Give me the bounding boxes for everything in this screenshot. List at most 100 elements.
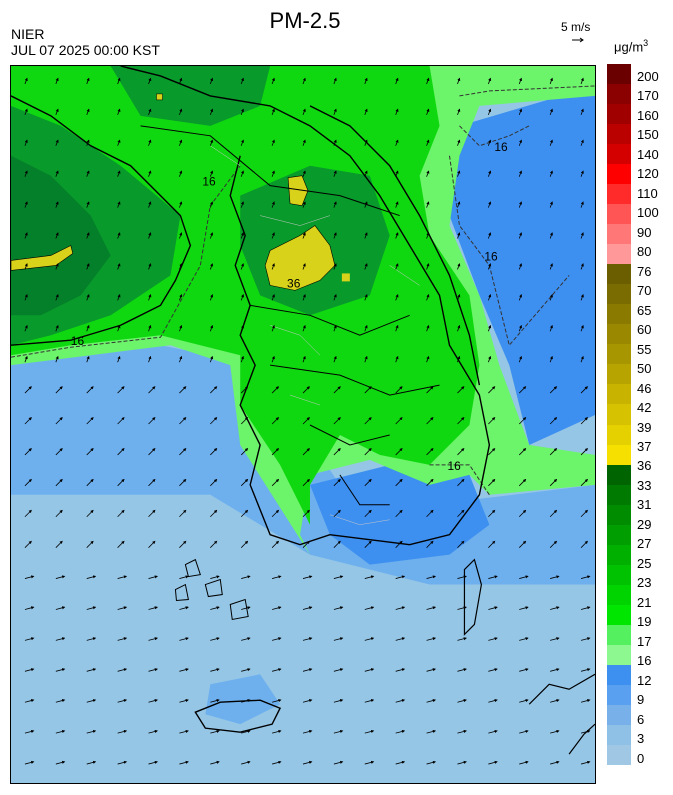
wind-arrow [209,170,214,177]
wind-arrow [272,637,282,641]
wind-arrow [302,170,306,177]
wind-arrow [395,760,406,765]
wind-arrow [148,509,156,518]
wind-arrow [55,355,59,363]
wind-arrow [518,509,527,518]
wind-arrow [426,324,430,332]
wind-arrow [117,108,121,116]
wind-arrow [395,170,399,177]
wind-arrow [364,108,368,116]
wind-arrow [364,606,375,610]
wind-arrow [302,478,310,487]
wind-arrow [457,417,465,425]
legend-label: 29 [637,516,652,532]
wind-arrow [395,637,406,641]
wind-arrow [518,139,523,146]
green-deeper-area [11,155,111,316]
wind-arrow [395,447,403,456]
wind-arrow [179,478,187,487]
legend-swatch [607,444,631,466]
wind-arrow [580,232,584,239]
wind-arrow [271,294,275,301]
wind-arrow [426,699,437,703]
wind-arrow [55,139,59,146]
legend-label: 36 [637,458,652,474]
wind-arrow [55,575,66,579]
legend-swatch [607,384,631,405]
wind-arrow [457,355,461,363]
wind-arrow [457,77,461,85]
wind-arrow [179,699,189,703]
wind-arrow [487,170,492,177]
wind-arrow [86,108,90,116]
wind-arrow [302,386,310,394]
wind-arrow [179,386,187,394]
wind-arrow [580,324,584,332]
wind-arrow [148,540,156,548]
wind-arrow [457,637,467,641]
wind-arrow [549,355,553,363]
wind-arrow [117,447,125,456]
wind-arrow [333,201,337,208]
south-sea-band [309,464,490,565]
wind-arrow [24,760,35,765]
wind-arrow [580,139,584,146]
wind-arrow [86,575,97,579]
wind-arrow [240,509,249,518]
pm25-map: 16 16 16 16 16 36 [10,65,596,784]
legend-swatch [607,284,631,305]
wind-arrow [580,540,588,548]
wind-reference-arrow-icon [572,37,584,43]
wind-arrow [518,540,527,548]
wind-arrow [179,232,183,239]
wind-arrow [302,324,306,332]
wind-arrow [24,201,28,208]
wind-arrow [333,509,341,518]
wind-arrow [395,355,399,363]
legend-swatch [607,464,631,486]
legend-swatch [607,624,631,646]
legend-label: 90 [637,224,652,240]
wind-arrow [302,447,310,456]
wind-arrow [179,108,183,116]
legend-label: 46 [637,380,652,396]
wind-arrow [209,355,214,363]
wind-arrow [148,729,158,734]
wind-arrow [580,263,584,270]
wind-arrow [272,668,282,672]
legend-swatch [607,504,631,526]
wind-arrow [333,324,337,332]
wind-arrow [518,201,523,208]
wind-arrow [179,509,187,518]
wind-arrow [55,699,66,703]
wind-arrow [302,575,313,579]
wind-arrow [271,201,275,208]
wind-arrow [241,668,251,672]
wind-arrow [302,355,306,363]
wind-arrow [580,478,588,487]
wind-arrow [179,294,183,301]
wind-arrow [457,324,461,332]
wind-arrow [210,699,220,703]
wind-arrow [580,606,591,610]
legend-label: 9 [637,692,645,708]
wind-arrow [117,170,121,177]
wind-arrow [364,575,375,579]
wind-arrow [86,355,90,363]
wind-arrow [148,263,152,270]
wind-arrow [24,139,28,146]
wind-arrow [24,294,28,301]
legend-label: 39 [637,419,652,435]
legend-label: 65 [637,302,652,318]
wind-arrow [86,729,97,734]
wind-arrow [209,294,214,301]
legend-swatch [607,644,631,666]
legend-label: 31 [637,497,652,513]
wind-arrow [55,108,59,116]
wind-arrow [179,201,183,208]
wind-arrow [395,606,406,610]
wind-arrow [240,170,244,177]
wind-arrow [209,201,214,208]
coastline-east [309,105,481,386]
wind-arrow [395,232,399,239]
